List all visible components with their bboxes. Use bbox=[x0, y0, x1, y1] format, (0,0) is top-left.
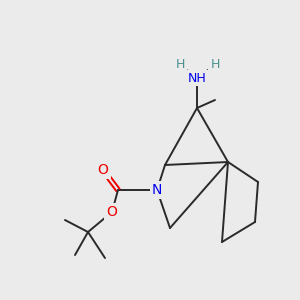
Text: NH: NH bbox=[188, 71, 206, 85]
Text: O: O bbox=[106, 205, 117, 219]
Text: O: O bbox=[98, 163, 108, 177]
Text: N: N bbox=[152, 183, 162, 197]
Text: H: H bbox=[210, 58, 220, 71]
Text: H: H bbox=[175, 58, 185, 71]
